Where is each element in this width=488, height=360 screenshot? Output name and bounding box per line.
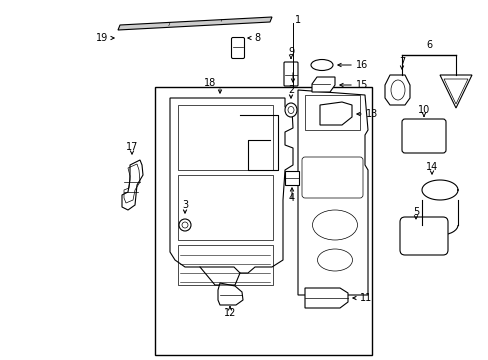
Polygon shape (439, 75, 471, 108)
Text: 14: 14 (425, 162, 437, 172)
Text: 12: 12 (224, 308, 236, 318)
Text: 11: 11 (359, 293, 371, 303)
Text: 2: 2 (287, 85, 293, 95)
Text: 3: 3 (182, 200, 188, 210)
Polygon shape (311, 77, 334, 92)
Ellipse shape (179, 219, 191, 231)
Text: 18: 18 (203, 78, 216, 88)
Polygon shape (384, 75, 409, 105)
Polygon shape (319, 102, 351, 125)
Text: 4: 4 (288, 193, 294, 203)
Polygon shape (170, 98, 292, 273)
FancyBboxPatch shape (231, 37, 244, 59)
Ellipse shape (310, 59, 332, 71)
Text: 8: 8 (253, 33, 260, 43)
Text: 13: 13 (365, 109, 378, 119)
Text: 19: 19 (96, 33, 108, 43)
Polygon shape (218, 283, 243, 305)
Polygon shape (297, 90, 367, 295)
Ellipse shape (285, 103, 296, 117)
Bar (178, 175, 272, 240)
Bar (178, 245, 272, 285)
Text: 5: 5 (412, 207, 418, 217)
Text: 15: 15 (355, 80, 367, 90)
Polygon shape (118, 17, 271, 30)
FancyBboxPatch shape (284, 62, 297, 86)
Text: 9: 9 (287, 47, 293, 57)
Bar (285, 171, 298, 185)
Bar (305, 95, 359, 130)
Polygon shape (122, 160, 142, 210)
Text: 7: 7 (398, 57, 404, 67)
Text: 1: 1 (294, 15, 301, 25)
Text: 6: 6 (425, 40, 431, 50)
Bar (155, 87, 371, 355)
FancyBboxPatch shape (399, 217, 447, 255)
Bar (178, 105, 272, 170)
Polygon shape (305, 288, 347, 308)
Text: 17: 17 (125, 142, 138, 152)
FancyBboxPatch shape (401, 119, 445, 153)
Text: 16: 16 (355, 60, 367, 70)
Text: 10: 10 (417, 105, 429, 115)
